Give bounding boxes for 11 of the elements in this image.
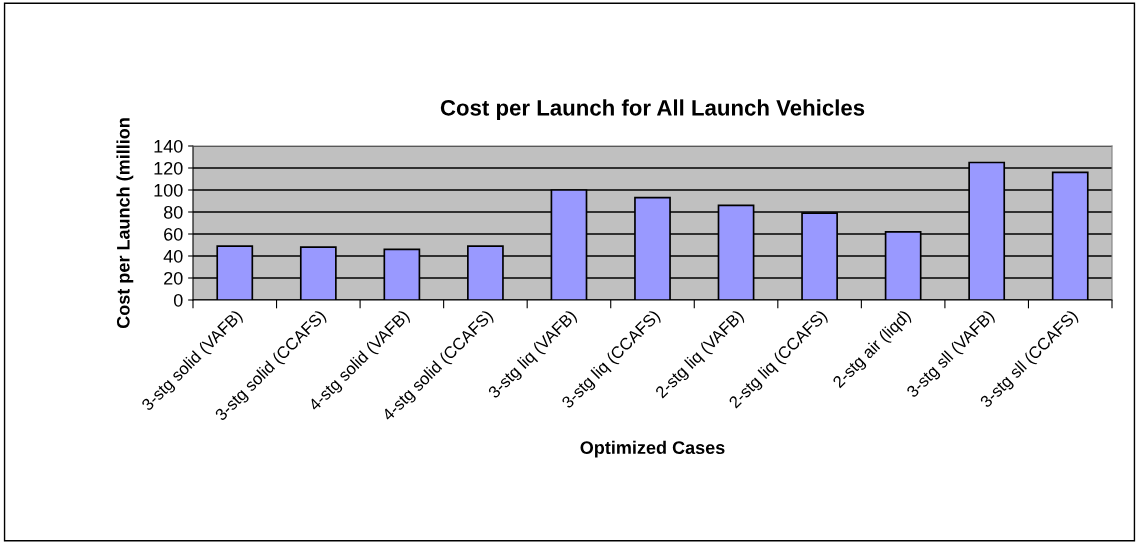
y-tick-label: 40 bbox=[163, 249, 183, 263]
y-axis-title: Cost per Launch (million bbox=[116, 118, 134, 329]
y-tick-label: 120 bbox=[154, 161, 183, 175]
y-tick-label: 60 bbox=[164, 227, 183, 241]
y-tick-label: 20 bbox=[164, 271, 183, 285]
y-tick-label: 0 bbox=[173, 293, 183, 307]
y-tick-label: 80 bbox=[163, 205, 183, 219]
y-tick-label: 100 bbox=[154, 183, 183, 197]
y-tick-label: 140 bbox=[154, 139, 183, 153]
x-axis-title: Optimized Cases bbox=[580, 440, 725, 458]
chart-title: Cost per Launch for All Launch Vehicles bbox=[440, 99, 865, 121]
